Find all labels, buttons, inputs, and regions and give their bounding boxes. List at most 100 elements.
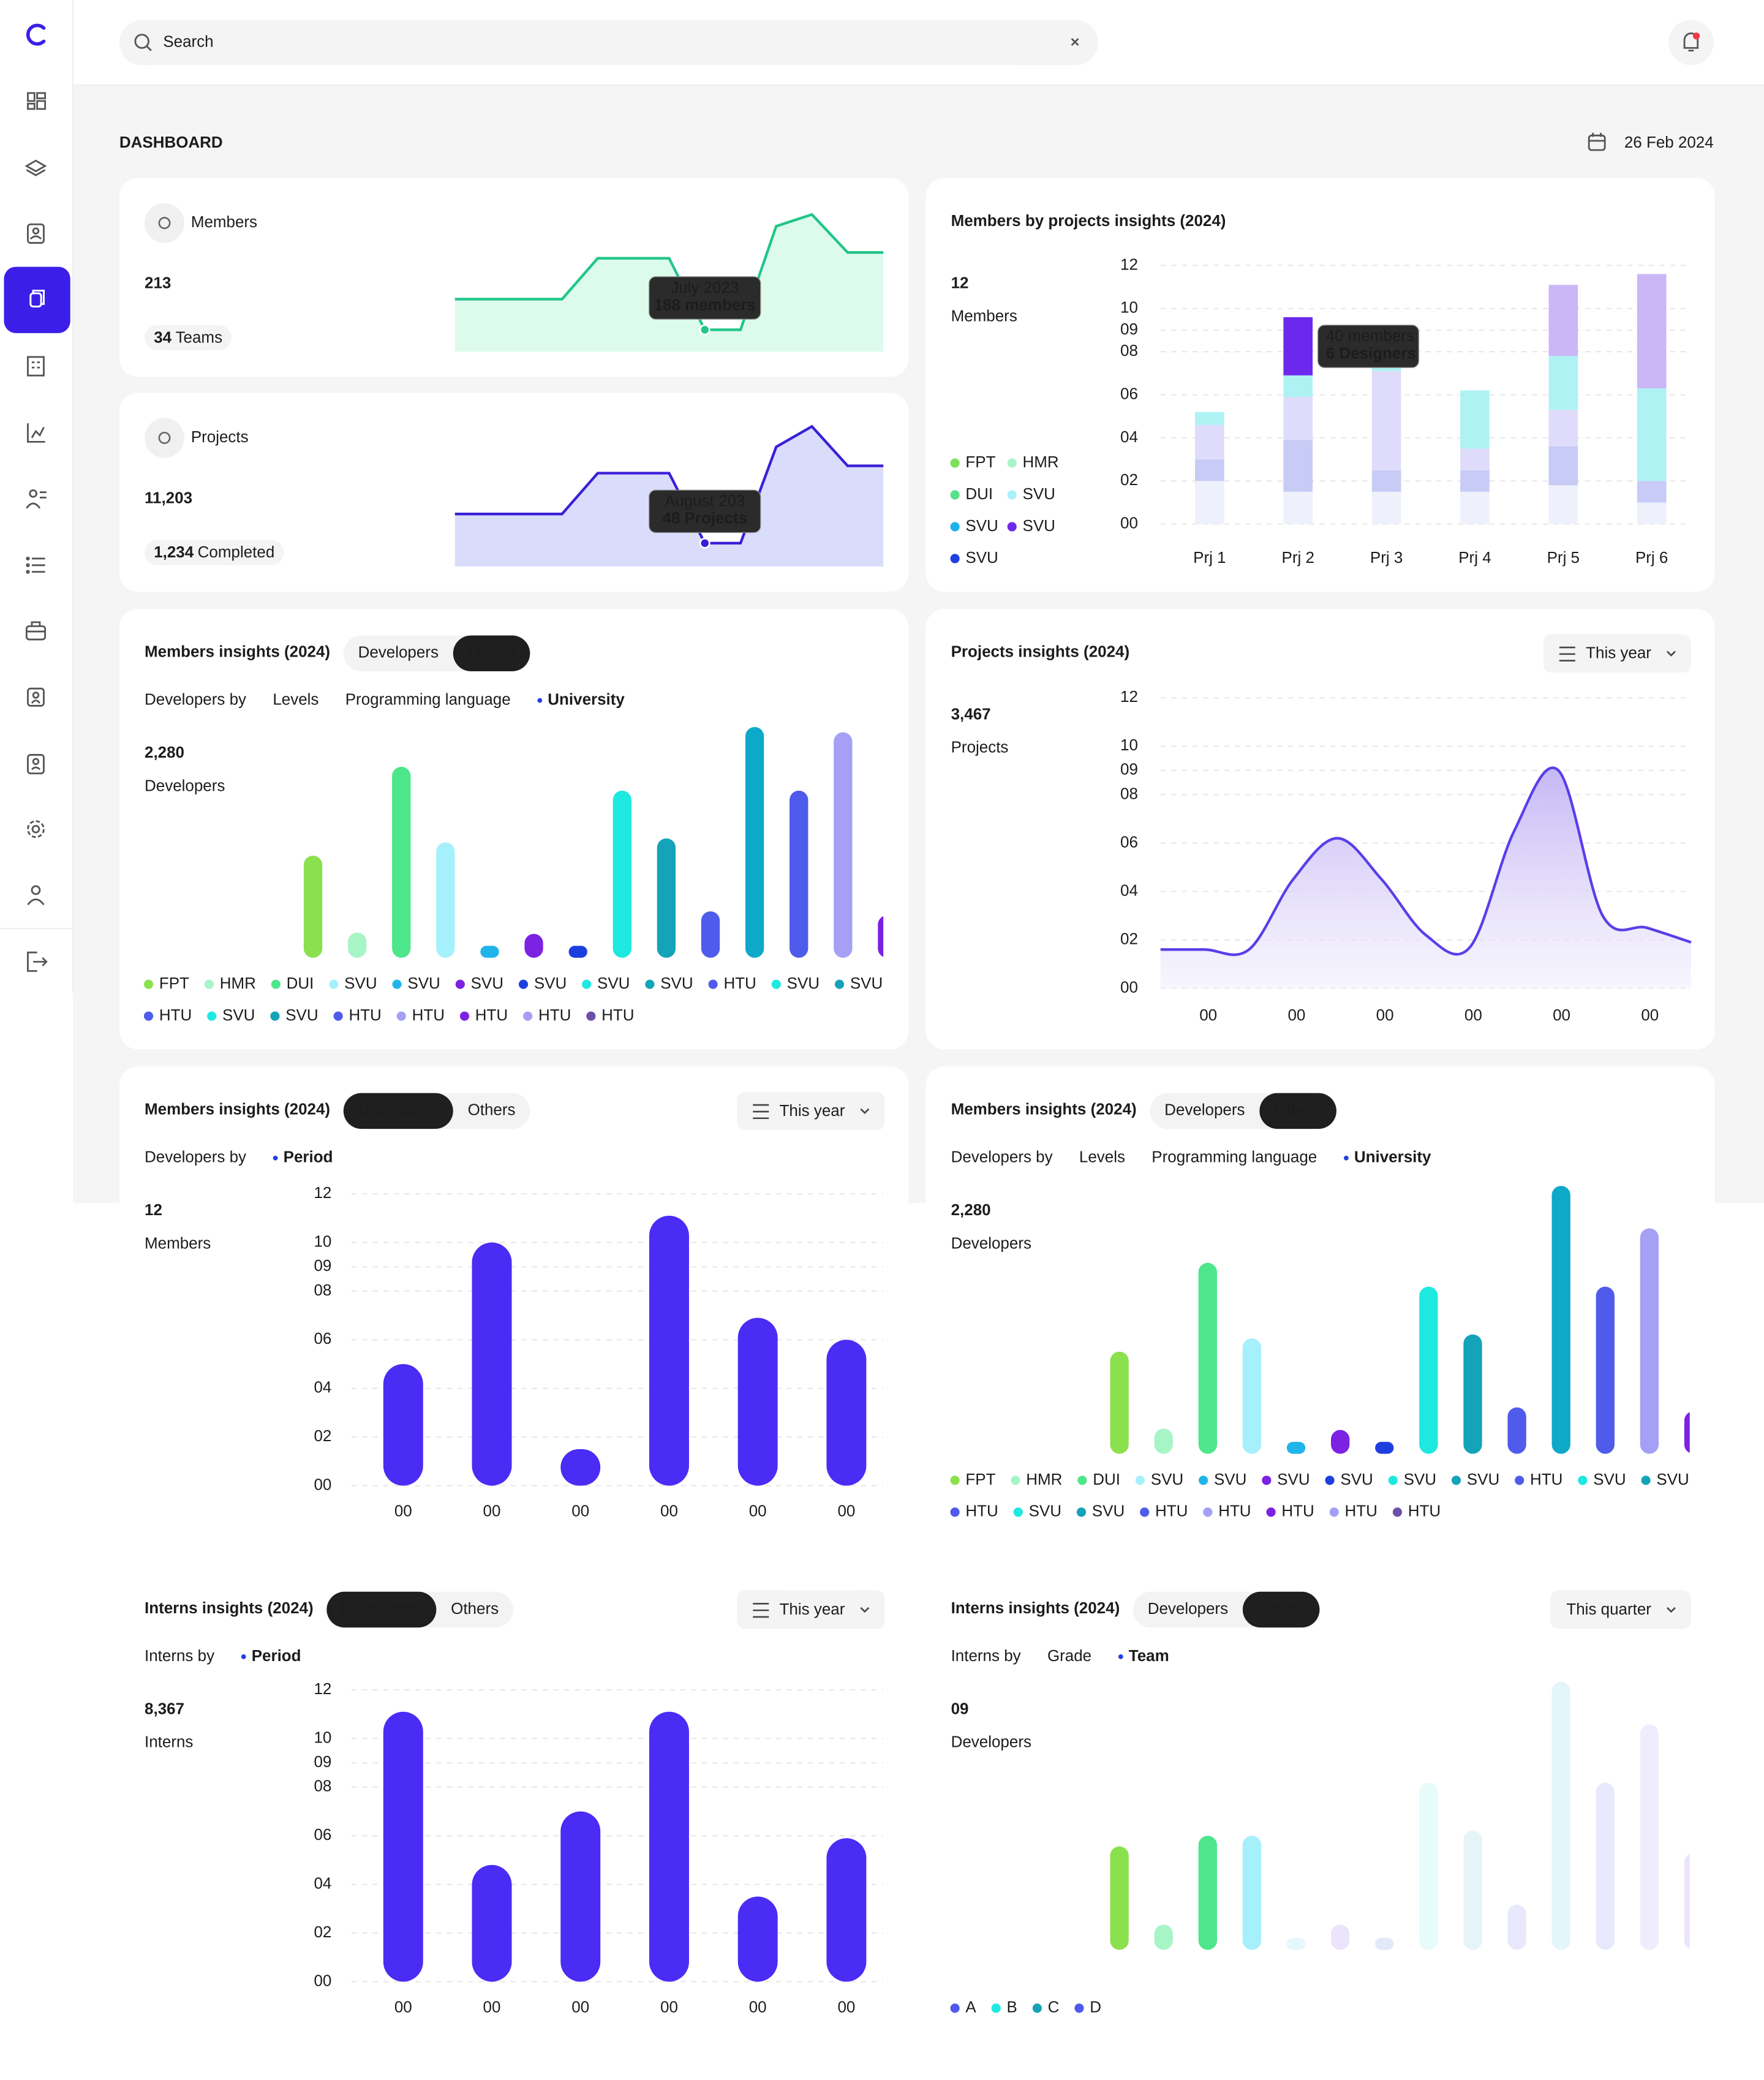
legend-dot bbox=[950, 522, 960, 532]
search-box[interactable] bbox=[119, 20, 1098, 66]
nav-settings[interactable] bbox=[27, 820, 45, 838]
notifications[interactable] bbox=[1668, 20, 1714, 66]
panel-title: Members insights (2024) bbox=[145, 642, 330, 661]
bar bbox=[1463, 1830, 1482, 1950]
nav-layers[interactable] bbox=[24, 159, 47, 176]
kpi-value: 8,367 bbox=[145, 1699, 184, 1717]
tab-active[interactable] bbox=[1259, 1093, 1336, 1129]
search-placeholder[interactable]: Search bbox=[163, 32, 213, 50]
filter[interactable]: Team bbox=[1129, 1646, 1169, 1665]
filter[interactable]: Programming language bbox=[345, 690, 511, 709]
kpi-value: 2,280 bbox=[145, 743, 184, 761]
bar bbox=[560, 1449, 601, 1486]
legend-label: SVU bbox=[1029, 1502, 1061, 1520]
nav-dashboard[interactable] bbox=[27, 92, 47, 110]
badge-label: Completed bbox=[198, 543, 275, 561]
nav-buildings[interactable] bbox=[27, 356, 45, 377]
tab-active[interactable] bbox=[1242, 1591, 1320, 1628]
bar bbox=[1375, 1937, 1394, 1950]
tab[interactable]: Developers bbox=[358, 1101, 439, 1119]
legend-label: A bbox=[965, 1998, 976, 2016]
nav-briefcase[interactable] bbox=[25, 621, 47, 641]
tab[interactable]: Others bbox=[468, 643, 516, 661]
legend-label: SVU bbox=[1467, 1470, 1499, 1488]
tab[interactable]: Developers bbox=[341, 1599, 421, 1618]
tab[interactable]: Developers bbox=[1164, 1101, 1245, 1119]
bar bbox=[1551, 1682, 1570, 1950]
filter[interactable]: Period bbox=[252, 1646, 301, 1665]
tab-active[interactable] bbox=[326, 1591, 437, 1628]
logo[interactable] bbox=[26, 23, 46, 46]
y-tick-label: 06 bbox=[1120, 384, 1138, 402]
filter[interactable]: Grade bbox=[1047, 1646, 1091, 1665]
tab[interactable]: Others bbox=[468, 1101, 516, 1119]
nav-active-background[interactable] bbox=[4, 266, 70, 333]
clear-icon[interactable] bbox=[1071, 38, 1079, 46]
legend-label: SVU bbox=[597, 974, 630, 992]
legend-label: HTU bbox=[538, 1006, 571, 1024]
legend-dot bbox=[1077, 1475, 1087, 1485]
bar bbox=[1684, 1853, 1690, 1950]
x-tick-label: 00 bbox=[394, 1998, 412, 2016]
x-tick-label: 00 bbox=[1199, 1006, 1217, 1024]
nav-logout[interactable] bbox=[27, 951, 48, 972]
filter[interactable]: Levels bbox=[1079, 1148, 1125, 1166]
dropdown[interactable] bbox=[1550, 1590, 1691, 1629]
nav-badge[interactable] bbox=[27, 754, 45, 775]
nav-list[interactable] bbox=[26, 556, 45, 574]
filter[interactable]: University bbox=[548, 690, 625, 709]
y-tick-label: 08 bbox=[314, 1777, 331, 1795]
dropdown-icon bbox=[753, 1104, 769, 1120]
filter[interactable]: Period bbox=[284, 1148, 333, 1166]
bar bbox=[737, 1317, 778, 1486]
tab[interactable]: Others bbox=[451, 1599, 499, 1618]
dropdown-label[interactable]: This year bbox=[780, 1600, 845, 1618]
bar-segment bbox=[1283, 375, 1313, 398]
kpi-label: Developers bbox=[951, 1733, 1031, 1751]
legend-dot bbox=[1135, 1475, 1145, 1485]
legend-label: HTU bbox=[1155, 1502, 1188, 1520]
legend-dot bbox=[1203, 1507, 1213, 1517]
filter[interactable]: University bbox=[1354, 1148, 1431, 1166]
chevron bbox=[1667, 1607, 1676, 1613]
legend-dot bbox=[1329, 1507, 1339, 1517]
kpi-label: Developers bbox=[145, 776, 225, 794]
dropdown-label[interactable]: This quarter bbox=[1566, 1600, 1651, 1618]
dropdown[interactable] bbox=[737, 1091, 885, 1131]
card-icon-glyph bbox=[158, 217, 171, 230]
dropdown[interactable] bbox=[737, 1590, 885, 1629]
y-tick-label: 00 bbox=[314, 1971, 331, 1989]
legend-label: HTU bbox=[412, 1006, 445, 1024]
legend-dot bbox=[582, 979, 592, 989]
tab[interactable]: Developers bbox=[1148, 1599, 1228, 1618]
nav-profile[interactable] bbox=[27, 687, 45, 707]
search-field[interactable] bbox=[119, 20, 1098, 66]
tab[interactable]: Others bbox=[1274, 1101, 1322, 1119]
dropdown-label[interactable]: This year bbox=[780, 1101, 845, 1120]
y-tick-label: 02 bbox=[314, 1426, 331, 1445]
legend-dot bbox=[1199, 1475, 1208, 1485]
tab[interactable]: Developers bbox=[358, 643, 439, 661]
tab-active[interactable] bbox=[343, 1093, 453, 1129]
bar bbox=[347, 932, 367, 958]
bar bbox=[1684, 1412, 1690, 1453]
bar-segment bbox=[1195, 412, 1224, 425]
filter[interactable]: Levels bbox=[273, 690, 318, 709]
x-tick-label: Prj 5 bbox=[1547, 548, 1580, 567]
filter[interactable]: Programming language bbox=[1152, 1148, 1317, 1166]
tab[interactable]: Others bbox=[1257, 1599, 1305, 1618]
bar bbox=[1286, 1937, 1306, 1950]
nav-contacts[interactable] bbox=[27, 223, 45, 244]
nav-people[interactable] bbox=[26, 489, 47, 509]
legend-label: SVU bbox=[965, 548, 998, 567]
nav-documents[interactable] bbox=[29, 290, 45, 308]
dropdown-label[interactable]: This year bbox=[1586, 644, 1651, 662]
legend-dot bbox=[1007, 490, 1017, 500]
nav-analytics[interactable] bbox=[27, 423, 45, 443]
tab-active[interactable] bbox=[453, 635, 530, 672]
nav-user[interactable] bbox=[27, 885, 45, 906]
dropdown[interactable] bbox=[1543, 634, 1691, 673]
bar-segment bbox=[1283, 397, 1313, 440]
notification-button[interactable] bbox=[1668, 20, 1714, 66]
